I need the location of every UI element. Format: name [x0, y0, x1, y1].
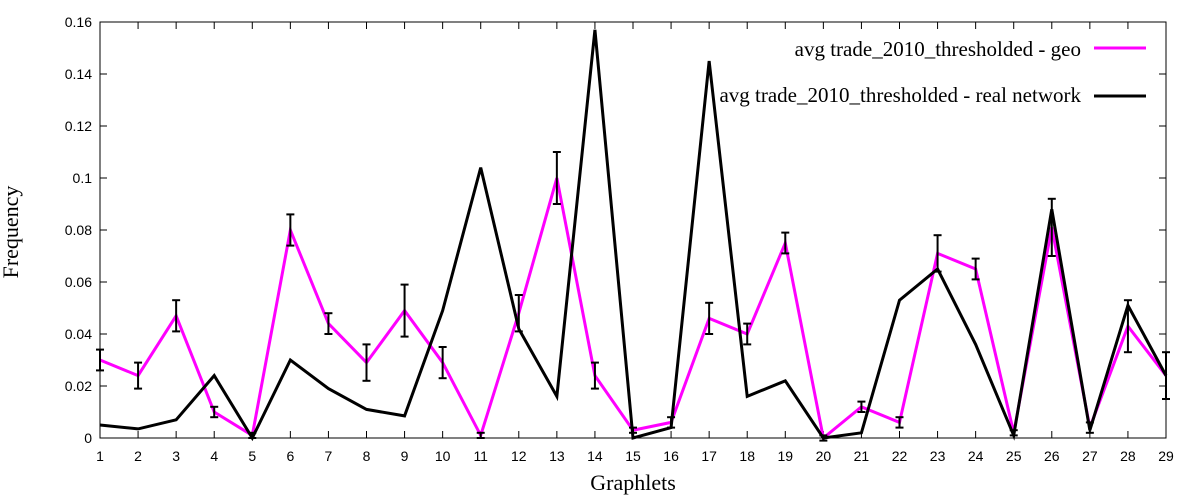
- error-bar: [476, 431, 485, 439]
- legend: avg trade_2010_thresholded - geo avg tra…: [719, 37, 1146, 107]
- x-tick-label: 12: [511, 448, 527, 464]
- x-tick-label: 11: [473, 448, 488, 464]
- x-tick-label: 8: [363, 448, 371, 464]
- x-tick-label: 14: [587, 448, 603, 464]
- y-tick-label: 0.02: [65, 378, 92, 394]
- x-tick-label: 10: [435, 448, 451, 464]
- error-bar: [438, 346, 447, 380]
- y-tick-label: 0.04: [65, 326, 92, 342]
- error-bar: [743, 322, 752, 346]
- error-bar: [971, 257, 980, 281]
- x-tick-label: 21: [854, 448, 870, 464]
- error-bar: [552, 151, 561, 205]
- y-tick-label: 0.06: [65, 274, 92, 290]
- error-bar: [857, 400, 866, 413]
- x-tick-label: 22: [892, 448, 908, 464]
- x-tick-label: 6: [286, 448, 294, 464]
- y-axis-title: Frequency: [0, 186, 23, 279]
- series-line-0: [99, 177, 1168, 441]
- y-tick-label: 0.16: [65, 14, 92, 30]
- x-tick-label: 29: [1158, 448, 1174, 464]
- x-tick-label: 13: [549, 448, 565, 464]
- y-tick-label: 0.14: [65, 66, 92, 82]
- x-tick-label: 25: [1006, 448, 1022, 464]
- error-bar: [286, 213, 295, 247]
- series-layer: [96, 29, 1170, 442]
- x-tick-label: 23: [930, 448, 946, 464]
- x-tick-label: 15: [625, 448, 641, 464]
- x-tick-label: 7: [325, 448, 333, 464]
- x-tick-label: 28: [1120, 448, 1136, 464]
- x-tick-label: 27: [1082, 448, 1098, 464]
- error-bar: [400, 283, 409, 338]
- x-tick-label: 17: [701, 448, 717, 464]
- x-axis-title: Graphlets: [590, 470, 676, 495]
- x-tick-label: 5: [248, 448, 256, 464]
- error-bar: [324, 312, 333, 335]
- error-bar: [172, 299, 181, 333]
- error-bar: [705, 301, 714, 335]
- error-bar: [781, 231, 790, 255]
- error-bar: [1047, 197, 1056, 257]
- x-tick-label: 2: [134, 448, 142, 464]
- legend-label-real-network: avg trade_2010_thresholded - real networ…: [719, 83, 1081, 107]
- y-tick-label: 0: [84, 430, 92, 446]
- y-tick-label: 0.12: [65, 118, 92, 134]
- x-tick-label: 1: [96, 448, 104, 464]
- error-bar: [134, 361, 143, 390]
- x-tick-label: 18: [739, 448, 755, 464]
- x-tick-label: 26: [1044, 448, 1060, 464]
- x-tick-label: 20: [816, 448, 832, 464]
- error-bar: [362, 343, 371, 382]
- error-bar: [96, 348, 104, 372]
- error-bar: [895, 416, 904, 429]
- x-tick-label: 4: [210, 448, 218, 464]
- axis-ticks: 00.020.040.060.080.10.120.140.161 2 3 4 5 6 7 8…: [65, 14, 1174, 464]
- x-tick-label: 9: [401, 448, 409, 464]
- series-line-1: [99, 29, 1168, 442]
- x-tick-label: 19: [777, 448, 793, 464]
- legend-label-geo: avg trade_2010_thresholded - geo: [795, 37, 1081, 61]
- error-bar: [210, 405, 219, 419]
- x-tick-label: 3: [172, 448, 180, 464]
- y-tick-label: 0.1: [73, 170, 93, 186]
- x-tick-label: 24: [968, 448, 984, 464]
- x-tick-label: 16: [663, 448, 679, 464]
- y-tick-label: 0.08: [65, 222, 92, 238]
- error-bar: [590, 361, 599, 390]
